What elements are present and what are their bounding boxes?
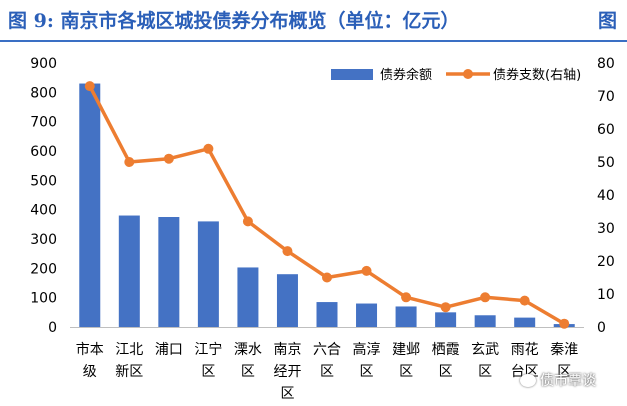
right-axis-tick-label: 20	[597, 254, 615, 270]
category-label: 建邺	[392, 342, 420, 358]
category-label: 六合	[313, 342, 341, 358]
line-point-2	[124, 157, 135, 167]
bar-11	[474, 315, 496, 327]
left-axis-tick-label: 500	[30, 173, 57, 189]
category-label: 区	[478, 364, 492, 380]
category-label: 溧水	[234, 342, 262, 358]
left-axis-tick-label: 800	[30, 85, 57, 101]
category-label: 区	[399, 364, 413, 380]
line-point-5	[242, 216, 253, 227]
chart-title: 图 9: 南京市各城区城投债券分布概览（单位：亿元）	[8, 10, 460, 32]
right-axis-tick-label: 50	[597, 155, 615, 171]
right-axis-tick-label: 30	[597, 221, 615, 237]
bar-2	[118, 215, 140, 327]
category-label: 浦口	[155, 342, 183, 358]
right-axis-tick-label: 70	[597, 89, 615, 105]
bar-10	[435, 312, 457, 327]
legend-label-line: 债券支数(右轴)	[493, 67, 581, 83]
category-label: 市本	[76, 341, 104, 358]
line-point-7	[322, 272, 332, 283]
bar-5	[237, 267, 259, 327]
left-axis-tick-label: 0	[48, 320, 57, 336]
line-point-8	[361, 265, 372, 276]
category-label: 新区	[115, 364, 143, 380]
category-label: 区	[439, 364, 453, 380]
line-point-4	[203, 143, 214, 154]
title-bar: 图 9: 南京市各城区城投债券分布概览（单位：亿元） 图	[0, 0, 627, 42]
category-label: 秦淮	[550, 342, 578, 358]
category-label: 级	[83, 364, 97, 380]
left-axis-tick-label: 300	[30, 232, 57, 248]
category-label: 区	[201, 364, 215, 380]
bar-1	[79, 83, 101, 328]
category-label: 区	[320, 364, 334, 380]
right-axis-tick-label: 80	[597, 56, 615, 72]
wechat-icon	[520, 374, 536, 387]
bar-7	[316, 302, 338, 327]
line-point-12	[519, 295, 530, 306]
category-label: 区	[241, 364, 255, 380]
category-label: 经开	[273, 364, 301, 380]
right-axis-tick-label: 60	[597, 122, 615, 138]
bar-12	[514, 317, 536, 327]
line-point-10	[440, 302, 451, 313]
next-figure-title-fragment: 图	[598, 10, 618, 32]
category-label: 高淳	[353, 341, 381, 358]
right-axis-tick-label: 40	[597, 188, 615, 204]
category-label: 区	[280, 386, 294, 402]
line-point-11	[480, 292, 491, 303]
left-axis-tick-label: 700	[30, 115, 57, 131]
left-axis-tick-label: 200	[30, 261, 57, 277]
right-axis-tick-label: 10	[597, 287, 615, 303]
line-point-3	[163, 153, 174, 164]
category-label: 江宁	[194, 341, 222, 358]
category-label: 江北	[115, 342, 143, 358]
watermark-text: 债市覃谈	[540, 373, 596, 389]
category-label: 南京	[273, 342, 301, 358]
bar-9	[395, 306, 417, 327]
left-axis-tick-label: 400	[30, 203, 57, 219]
legend-swatch-bar	[331, 69, 373, 80]
left-axis-tick-label: 600	[30, 144, 57, 160]
line-point-6	[282, 246, 293, 257]
category-label: 区	[360, 364, 374, 380]
legend-label-bar: 债券余额	[380, 67, 432, 83]
left-axis-tick-label: 900	[30, 56, 57, 72]
category-label: 玄武	[471, 341, 499, 358]
bar-4	[197, 221, 219, 327]
right-axis-tick-label: 0	[597, 320, 606, 336]
left-axis-tick-label: 100	[30, 291, 57, 307]
line-point-1	[84, 81, 95, 92]
bar-8	[356, 303, 378, 327]
bar-6	[276, 274, 298, 327]
line-point-13	[559, 318, 570, 329]
line-point-9	[401, 292, 412, 303]
watermark: 债市覃谈	[520, 370, 596, 390]
category-label: 区	[557, 364, 571, 380]
category-label: 雨花	[511, 342, 539, 358]
category-label: 栖霞	[432, 342, 460, 358]
chart: 0 100 200 300 400 500 600 700 800 900 0 10 20 30 40 50 6…	[30, 56, 615, 402]
bar-3	[158, 217, 180, 327]
legend-swatch-marker	[463, 69, 473, 79]
